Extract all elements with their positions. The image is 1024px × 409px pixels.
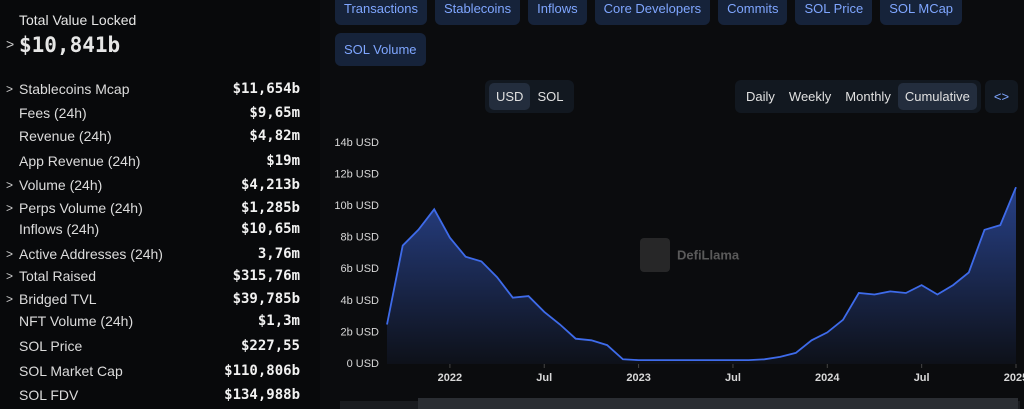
y-tick-label: 6b USD (340, 263, 379, 275)
chevron[interactable]: > (6, 178, 14, 192)
embed-button[interactable]: <> (985, 80, 1018, 113)
metric-label: Fees (24h) (19, 105, 87, 121)
metric-value: $315,76m (232, 268, 300, 284)
metric-value: $9,65m (249, 105, 300, 121)
metric-label[interactable]: Active Addresses (24h) (19, 246, 163, 262)
watermark-logo (640, 238, 670, 272)
metric-value: $39,785b (232, 291, 300, 307)
x-tick-label: 2023 (626, 372, 650, 384)
y-tick-label: 10b USD (334, 200, 379, 212)
metric-value: $1,285b (240, 200, 300, 216)
line (386, 186, 1017, 361)
toggle-option[interactable]: SOL (537, 89, 564, 104)
metric-label[interactable]: Volume (24h) (19, 177, 103, 193)
toggle-option[interactable]: Weekly (788, 89, 832, 104)
chevron[interactable]: > (6, 247, 14, 261)
metric-label: NFT Volume (24h) (19, 313, 134, 329)
y-tick-label: 2b USD (340, 326, 379, 338)
tab[interactable]: Transactions (335, 0, 427, 25)
metric-label[interactable]: Perps Volume (24h) (19, 200, 143, 216)
tab[interactable]: Stablecoins (434, 0, 521, 25)
chevron[interactable]: > (6, 292, 14, 306)
metric-value: $227,55 (240, 338, 300, 354)
toggle-option[interactable]: USD (489, 83, 531, 110)
toggle-option[interactable]: Daily (746, 89, 775, 104)
metric-label[interactable]: Bridged TVL (19, 291, 97, 307)
x-tick-label: Jul (914, 372, 930, 384)
metric-label: SOL FDV (19, 387, 79, 403)
metric-label: App Revenue (24h) (19, 153, 141, 169)
tvl-label: Total Value Locked (19, 12, 137, 28)
tvl-value: $10,841b (19, 33, 121, 57)
x-tick-label: 2022 (438, 372, 462, 384)
currency-toggle: USD SOL (485, 80, 575, 113)
metric-value: $4,213b (240, 177, 300, 193)
sidebar: > Total Value Locked $10,841b > Stablecoi… (0, 0, 320, 409)
tab[interactable]: Inflows (528, 0, 587, 25)
tab[interactable]: Core Developers (594, 0, 711, 25)
metric-label: Inflows (24h) (19, 221, 100, 237)
tab[interactable]: SOL Volume (335, 33, 426, 66)
x-tick-label: 2025 (1004, 372, 1024, 384)
metric-value: $4,82m (249, 128, 300, 144)
metric-label: SOL Market Cap (19, 363, 123, 379)
toggle-option[interactable]: Monthly (845, 89, 891, 104)
y-tick-label: 0 USD (347, 358, 379, 370)
x-tick-label: Jul (725, 372, 741, 384)
tab[interactable]: SOL MCap (880, 0, 963, 25)
x-tick-label: 2024 (815, 372, 840, 384)
area (387, 187, 1016, 364)
metric-value: $11,654b (232, 81, 300, 97)
metric-value: $110,806b (224, 363, 300, 379)
metric-value: 3,76m (257, 246, 300, 262)
watermark: DefiLlama (677, 247, 740, 262)
y-tick-label: 12b USD (334, 168, 379, 180)
tab[interactable]: Commits (718, 0, 788, 25)
metric-label[interactable]: Stablecoins Mcap (19, 81, 130, 97)
metric-label: Revenue (24h) (19, 128, 112, 144)
toggle-option[interactable]: Cumulative (897, 83, 977, 110)
metric-value: $10,65m (240, 221, 300, 237)
chevron[interactable]: > (6, 269, 14, 283)
x-tick-label: Jul (536, 372, 552, 384)
metric-label: SOL Price (19, 338, 83, 354)
y-tick-label: 8b USD (340, 232, 379, 244)
chevron[interactable]: > (6, 82, 14, 96)
chevron[interactable]: > (6, 201, 14, 215)
y-tick-label: 14b USD (334, 137, 379, 149)
metric-value: $1,3m (257, 313, 300, 329)
metric-value: $19m (266, 153, 300, 169)
period-toggle: Daily Weekly Monthly Cumulative (735, 80, 981, 113)
y-tick-label: 4b USD (340, 295, 379, 307)
metric-value: $134,988b (224, 387, 300, 403)
range-slider-window[interactable] (418, 398, 1018, 409)
chevron[interactable]: > (6, 36, 15, 52)
metric-label[interactable]: Total Raised (19, 268, 97, 284)
tab[interactable]: SOL Price (795, 0, 873, 25)
tab-bar: Transactions Stablecoins Inflows Core Devel… (335, 0, 975, 66)
